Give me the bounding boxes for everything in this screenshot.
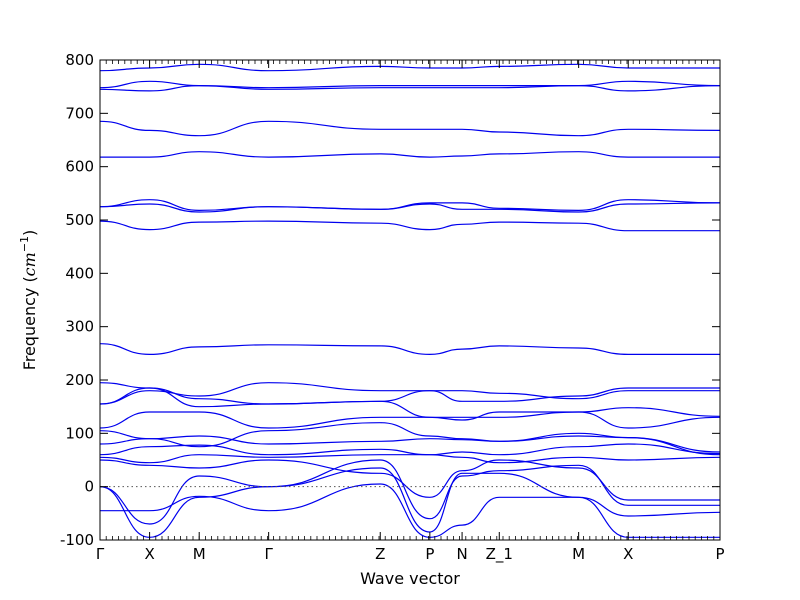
x-tick-label: X	[623, 545, 633, 563]
x-tick-label: M	[572, 545, 585, 563]
y-tick-label: 500	[65, 211, 94, 229]
x-tick-label: N	[456, 545, 467, 563]
x-tick-label: X	[144, 545, 154, 563]
band-line-6	[99, 443, 721, 456]
band-line-7	[99, 435, 721, 453]
x-tick-label: P	[425, 545, 434, 563]
y-axis-label-main: Frequency (	[20, 276, 39, 370]
band-line-19	[99, 84, 721, 92]
x-tick-label: Z_1	[486, 545, 513, 564]
y-tick-label: 0	[84, 478, 94, 496]
y-axis-label-unit: cm	[20, 252, 39, 276]
y-tick-label: 700	[65, 104, 94, 122]
band-line-13	[99, 343, 720, 356]
band-line-8	[99, 422, 721, 456]
y-axis-label-exponent: −1	[18, 236, 31, 252]
band-lines	[99, 63, 721, 538]
y-axis-label-close: )	[20, 230, 39, 236]
band-line-16	[99, 199, 721, 212]
x-axis-label: Wave vector	[360, 569, 460, 588]
x-tick-label: P	[715, 545, 724, 563]
y-tick-label: 400	[65, 264, 94, 282]
plot-frame	[99, 59, 721, 541]
y-axis-ticks: -100 0 100 200 300 400 500 600 700 800	[60, 51, 720, 549]
band-line-11	[99, 382, 720, 405]
x-tick-label: M	[193, 545, 206, 563]
band-line-14	[99, 220, 720, 232]
band-line-20	[99, 80, 721, 89]
y-tick-label: 200	[65, 371, 94, 389]
band-line-3	[99, 459, 720, 525]
x-tick-label: Γ	[264, 545, 273, 563]
band-line-21	[99, 63, 720, 72]
y-tick-label: 600	[65, 158, 94, 176]
band-line-2	[99, 467, 720, 538]
band-line-5	[99, 454, 721, 464]
y-tick-label: -100	[60, 531, 94, 549]
band-line-17	[100, 151, 720, 158]
x-axis-ticks: Γ X M Γ Z P N Z_1 M X P	[96, 60, 725, 564]
band-line-4	[99, 459, 720, 501]
band-line-12	[99, 382, 721, 421]
band-line-9	[99, 411, 721, 429]
band-line-15	[99, 202, 721, 213]
y-tick-label: 300	[65, 318, 94, 336]
y-tick-label: 100	[65, 424, 94, 442]
y-axis-label: Frequency (cm−1)	[18, 230, 39, 371]
band-line-1	[99, 483, 721, 538]
x-tick-label: Γ	[96, 545, 105, 563]
x-tick-label: Z	[375, 545, 385, 563]
band-line-18	[99, 120, 721, 137]
y-tick-label: 800	[65, 51, 94, 69]
